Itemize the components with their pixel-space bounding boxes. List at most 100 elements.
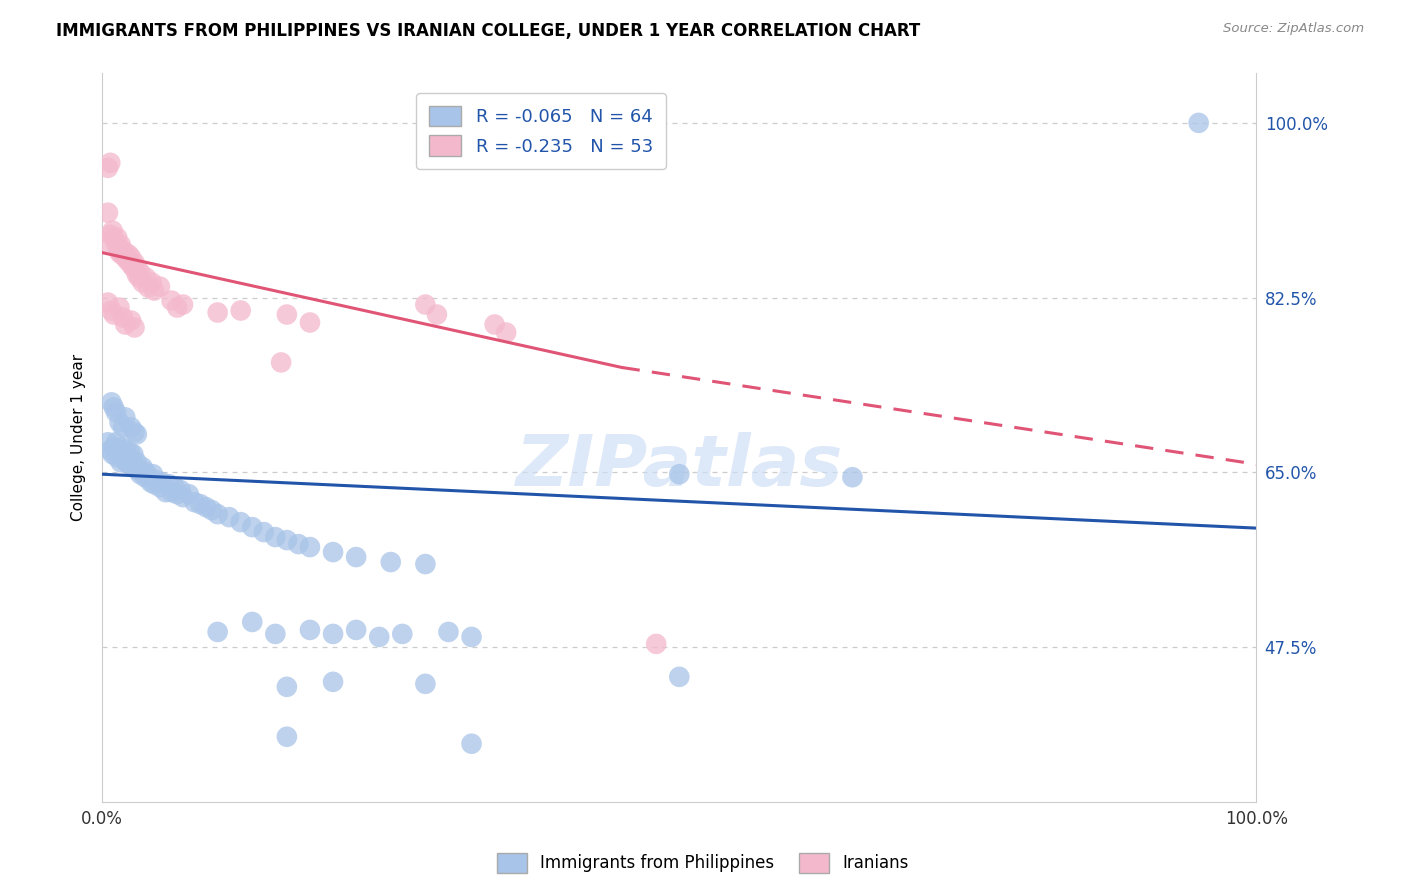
Point	[110, 237, 132, 252]
Point	[103, 440, 125, 454]
Point	[117, 253, 139, 268]
Point	[134, 470, 156, 484]
Point	[276, 308, 298, 322]
Point	[298, 623, 321, 637]
Point	[117, 450, 139, 465]
Point	[131, 276, 153, 290]
Point	[368, 630, 391, 644]
Point	[201, 503, 224, 517]
Point	[668, 670, 690, 684]
Point	[415, 297, 437, 311]
Point	[276, 730, 298, 744]
Point	[668, 467, 690, 482]
Point	[124, 425, 146, 440]
Text: IMMIGRANTS FROM PHILIPPINES VS IRANIAN COLLEGE, UNDER 1 YEAR CORRELATION CHART: IMMIGRANTS FROM PHILIPPINES VS IRANIAN C…	[56, 22, 921, 40]
Point	[298, 316, 321, 330]
Point	[139, 475, 162, 490]
Point	[276, 680, 298, 694]
Point	[111, 447, 134, 461]
Point	[118, 445, 141, 459]
Point	[97, 435, 120, 450]
Point	[114, 410, 136, 425]
Point	[105, 230, 128, 244]
Point	[108, 443, 131, 458]
Point	[100, 395, 122, 409]
Point	[122, 447, 145, 461]
Point	[114, 443, 136, 458]
Point	[125, 455, 148, 469]
Point	[166, 301, 188, 315]
Point	[166, 487, 188, 501]
Point	[207, 305, 229, 319]
Point	[125, 260, 148, 275]
Point	[101, 224, 124, 238]
Text: Source: ZipAtlas.com: Source: ZipAtlas.com	[1223, 22, 1364, 36]
Point	[128, 270, 150, 285]
Point	[98, 156, 121, 170]
Point	[253, 525, 276, 540]
Point	[391, 627, 413, 641]
Point	[100, 303, 122, 318]
Point	[149, 279, 172, 293]
Point	[270, 355, 292, 369]
Point	[108, 415, 131, 429]
Point	[415, 557, 437, 571]
Point	[118, 457, 141, 471]
Point	[170, 483, 193, 498]
Point	[98, 443, 121, 458]
Point	[114, 318, 136, 332]
Point	[322, 627, 344, 641]
Point	[155, 485, 177, 500]
Point	[229, 303, 252, 318]
Point	[108, 245, 131, 260]
Point	[195, 500, 218, 515]
Point	[460, 737, 482, 751]
Point	[115, 455, 138, 469]
Point	[172, 297, 194, 311]
Point	[160, 293, 183, 308]
Point	[142, 467, 165, 482]
Point	[264, 530, 287, 544]
Text: ZIPatlas: ZIPatlas	[516, 432, 844, 501]
Point	[110, 455, 132, 469]
Point	[143, 284, 166, 298]
Point	[163, 480, 186, 494]
Point	[114, 245, 136, 260]
Point	[124, 320, 146, 334]
Point	[131, 460, 153, 475]
Point	[298, 540, 321, 554]
Point	[322, 674, 344, 689]
Point	[287, 537, 309, 551]
Point	[111, 310, 134, 325]
Point	[415, 677, 437, 691]
Point	[129, 266, 152, 280]
Point	[111, 420, 134, 434]
Point	[484, 318, 506, 332]
Point	[138, 280, 160, 294]
Point	[1188, 116, 1211, 130]
Point	[108, 241, 131, 255]
Point	[841, 470, 863, 484]
Point	[380, 555, 402, 569]
Y-axis label: College, Under 1 year: College, Under 1 year	[72, 354, 86, 521]
Point	[188, 497, 211, 511]
Point	[426, 308, 449, 322]
Point	[149, 480, 172, 494]
Point	[108, 301, 131, 315]
Point	[460, 630, 482, 644]
Point	[105, 450, 128, 465]
Point	[207, 507, 229, 521]
Point	[143, 477, 166, 491]
Point	[160, 485, 183, 500]
Point	[105, 435, 128, 450]
Point	[105, 405, 128, 419]
Point	[101, 447, 124, 461]
Point	[276, 533, 298, 547]
Point	[118, 247, 141, 261]
Point	[129, 467, 152, 482]
Point	[322, 545, 344, 559]
Point	[97, 295, 120, 310]
Point	[97, 205, 120, 219]
Point	[120, 251, 142, 265]
Point	[135, 465, 157, 479]
